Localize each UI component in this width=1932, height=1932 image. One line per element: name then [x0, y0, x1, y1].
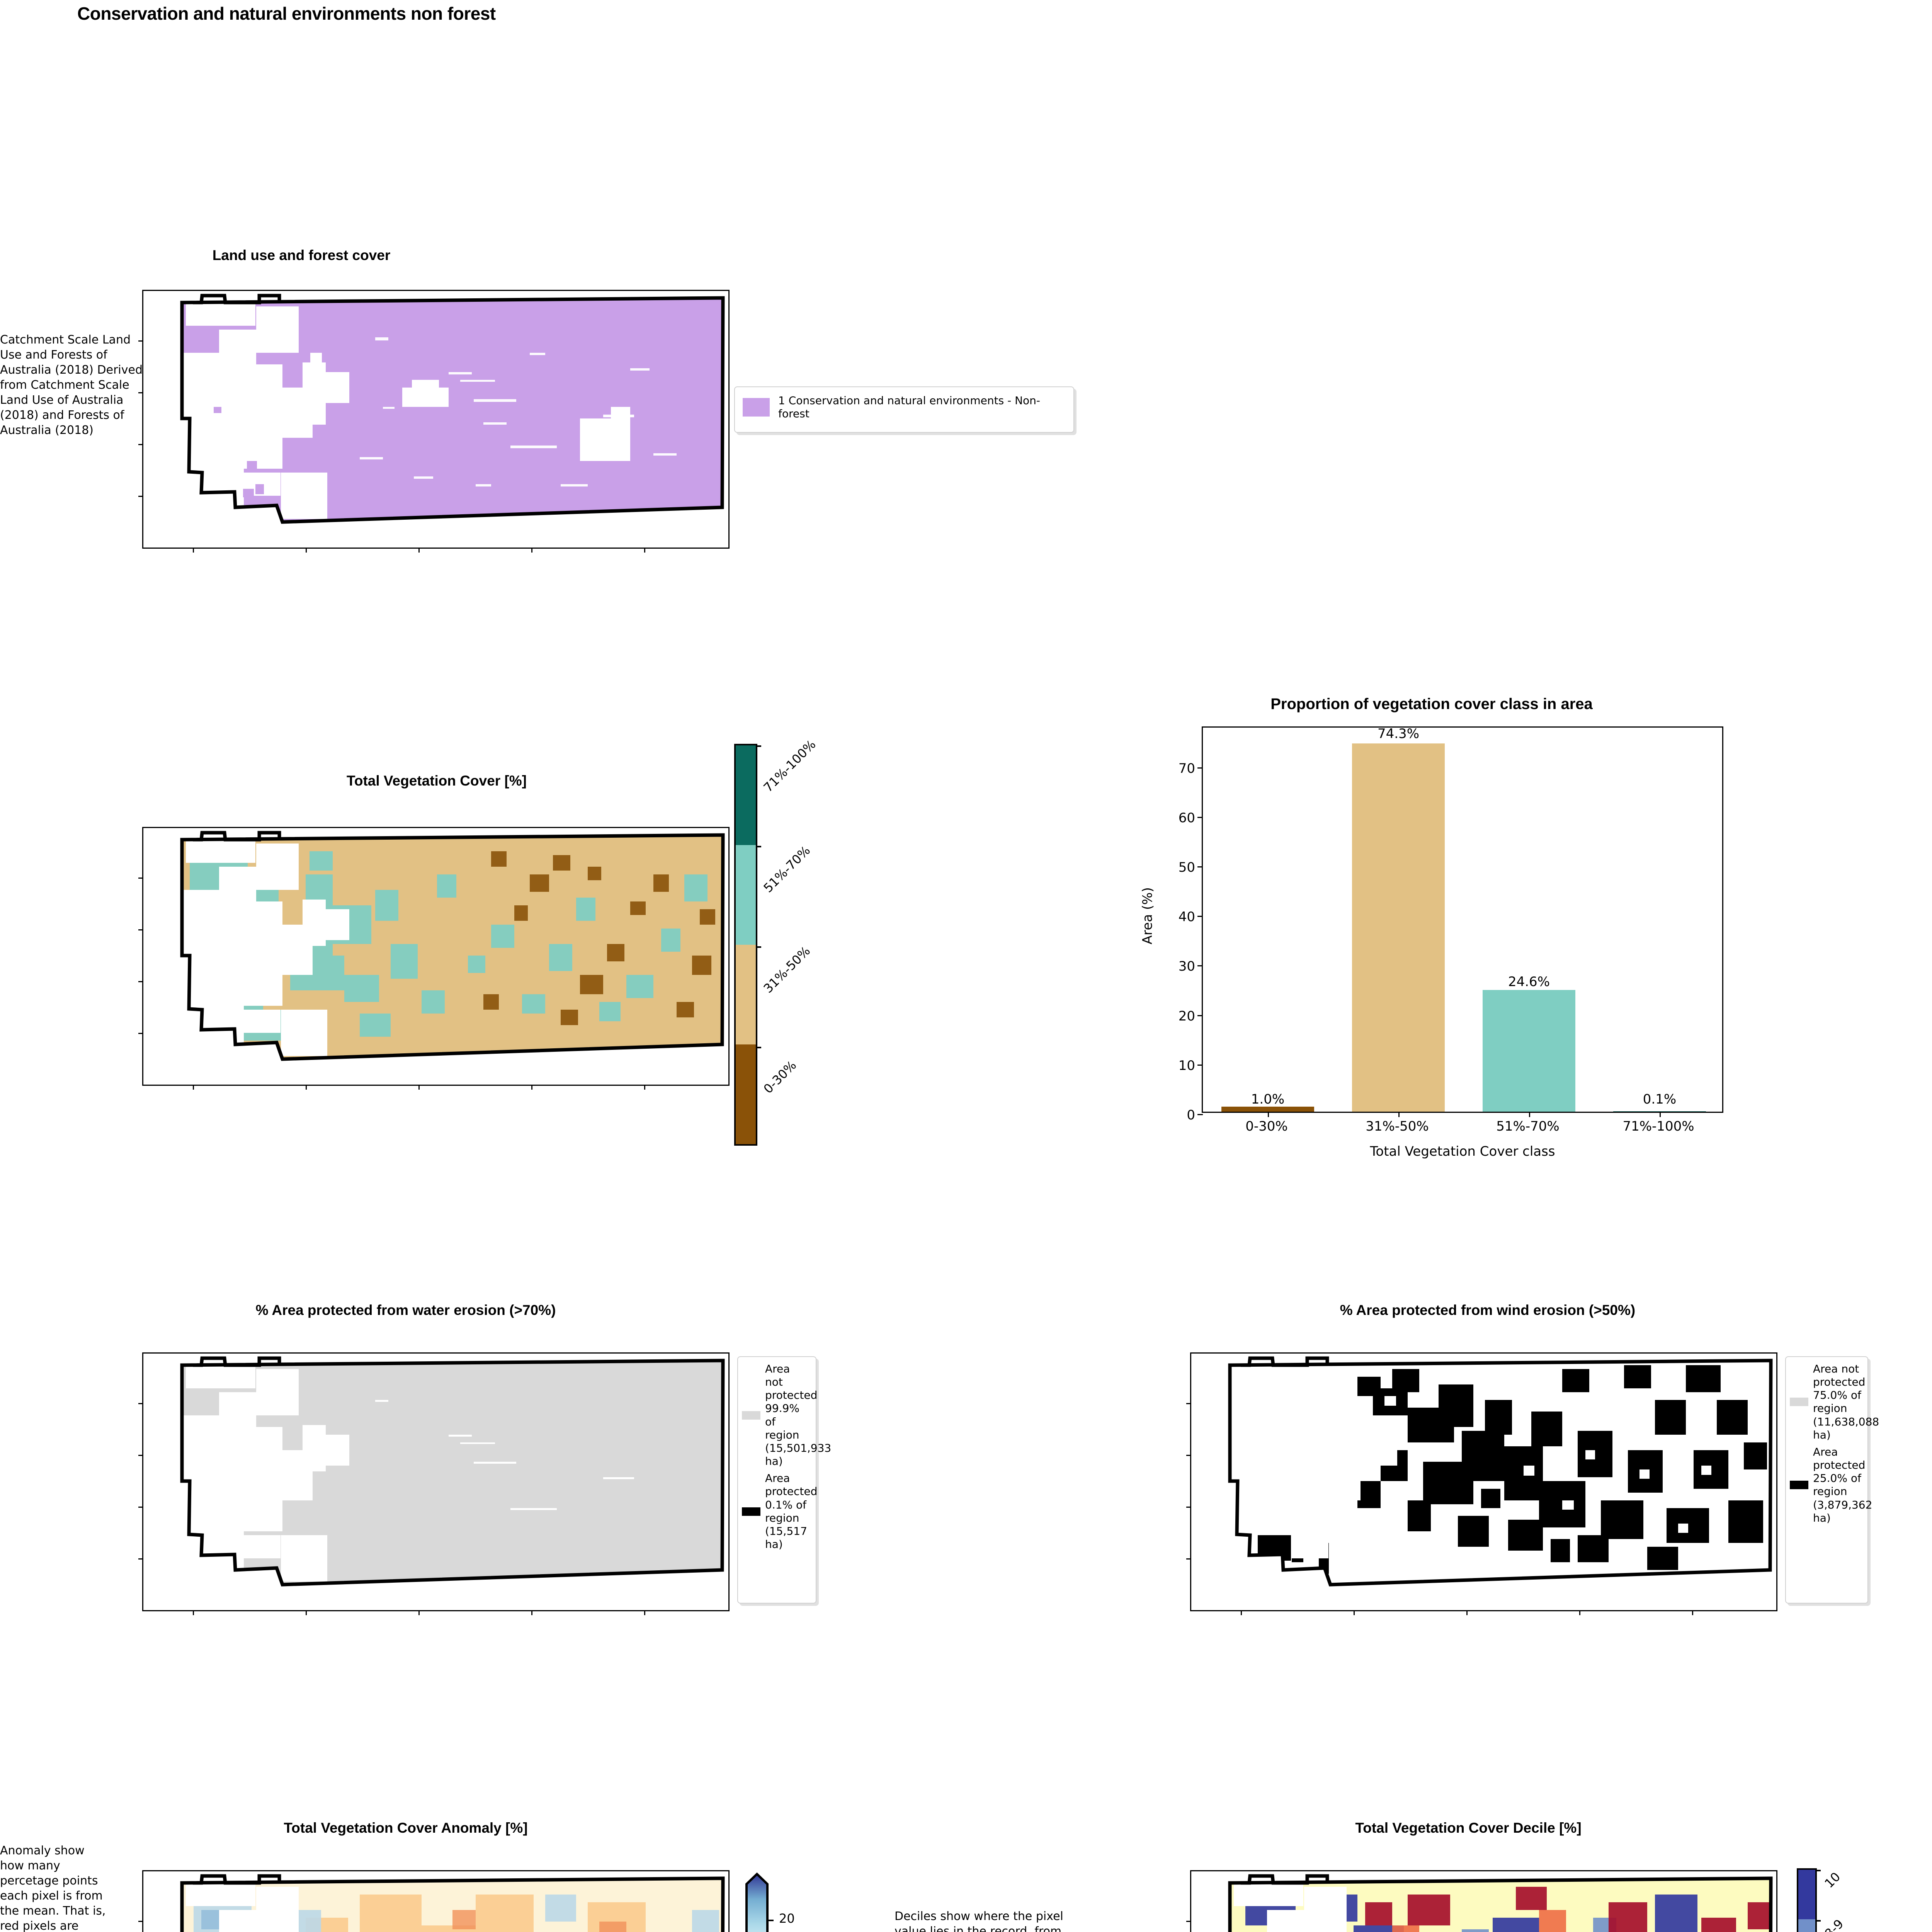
anomaly-note: Anomaly show how many percetage points e…: [0, 1844, 106, 1932]
legend-swatch-not-protected: [742, 1411, 760, 1420]
bar-value-label-0: 1.0%: [1251, 1092, 1285, 1107]
anomaly-panel-title: Total Vegetation Cover Anomaly [%]: [284, 1820, 528, 1836]
bar-chart-plot-area: 0 10 20 30 40 50 60 70 1.0% 74.3% 24.6% …: [1179, 726, 1723, 1123]
page-title: Conservation and natural environments no…: [77, 3, 496, 24]
legend-swatch-not-protected: [1790, 1398, 1808, 1406]
vegcover-map-axes: [138, 827, 730, 1090]
decile-colorbar-bar: [1797, 1868, 1821, 1932]
vegcover-panel-title: Total Vegetation Cover [%]: [347, 773, 527, 789]
colorbar-segment-10: [1798, 1870, 1815, 1920]
legend-item-not-protected: Area not protected 99.9% of region (15,5…: [742, 1362, 832, 1468]
legend-label-protected: Area protected 0.1% of region (15,517 ha…: [765, 1472, 818, 1551]
bar-71-100: [1613, 1111, 1706, 1112]
legend-item-not-protected: Area not protected 75.0% of region (11,6…: [1790, 1362, 1879, 1442]
colorbar-label-0-30: 0-30%: [760, 1058, 799, 1097]
wind-erosion-map-axes: [1186, 1352, 1777, 1615]
vegcover-colorbar-bar: [734, 744, 761, 1146]
anomaly-colorbar-tick-20: 20: [779, 1911, 795, 1926]
wind-erosion-legend: Area not protected 75.0% of region (11,6…: [1785, 1356, 1879, 1604]
legend-item: 1 Conservation and natural environments …: [743, 394, 1066, 420]
colorbar-segment-71-100: [736, 745, 756, 845]
landuse-polygon: [180, 294, 725, 524]
wind-erosion-panel-title: % Area protected from wind erosion (>50%…: [1340, 1302, 1636, 1318]
landuse-legend: 1 Conservation and natural environments …: [734, 386, 1074, 433]
anomaly-map-raster: [143, 1871, 728, 1932]
legend-swatch-protected: [1790, 1481, 1808, 1490]
anomaly-colorbar-bar: [745, 1872, 769, 1932]
colorbar-segment-31-50: [736, 945, 756, 1044]
bar-chart-xlabel: Total Vegetation Cover class: [1370, 1144, 1555, 1159]
bar-xtick-2: 51%-70%: [1496, 1119, 1560, 1134]
colorbar-label-51-70: 51%-70%: [760, 843, 813, 896]
bar-value-label-1: 74.3%: [1377, 726, 1419, 742]
decile-map-raster: [1191, 1871, 1776, 1932]
water-erosion-legend: Area not protected 99.9% of region (15,5…: [737, 1356, 832, 1604]
colorbar-segment-0-30: [736, 1044, 756, 1144]
legend-swatch-protected: [742, 1507, 760, 1516]
bar-xtick-3: 71%-100%: [1622, 1119, 1694, 1134]
vegcover-map-raster: [143, 828, 728, 1085]
vegcover-colorbar: 71%-100% 51%-70% 31%-50% 0-30%: [734, 737, 819, 1146]
bar-51-70: [1483, 990, 1575, 1112]
water-erosion-map-raster: [143, 1354, 728, 1610]
decile-colorbar-label-10: 10: [1821, 1869, 1844, 1891]
wind-erosion-map-raster: [1191, 1354, 1776, 1610]
bar-0-30: [1221, 1107, 1314, 1112]
legend-label: 1 Conservation and natural environments …: [778, 394, 1041, 420]
bar-xtick-1: 31%-50%: [1366, 1119, 1429, 1134]
legend-item-protected: Area protected 25.0% of region (3,879,36…: [1790, 1445, 1872, 1525]
bar-chart-title: Proportion of vegetation cover class in …: [1270, 696, 1593, 713]
colorbar-segment-51-70: [736, 845, 756, 945]
anomaly-map-axes: [138, 1870, 730, 1932]
legend-item-protected: Area protected 0.1% of region (15,517 ha…: [742, 1472, 818, 1551]
water-erosion-panel-title: % Area protected from water erosion (>70…: [255, 1302, 556, 1318]
decile-map-axes: [1186, 1870, 1777, 1932]
landuse-map-raster: [143, 291, 728, 548]
legend-label-protected: Area protected 25.0% of region (3,879,36…: [1813, 1445, 1872, 1524]
bar-value-label-2: 24.6%: [1508, 974, 1550, 990]
colorbar-segment-8-9: [1798, 1919, 1815, 1932]
legend-label-not-protected: Area not protected 99.9% of region (15,5…: [765, 1362, 832, 1468]
bar-31-50: [1352, 743, 1445, 1112]
bar-chart-ylabel: Area (%): [1140, 887, 1155, 944]
landuse-panel-title: Land use and forest cover: [212, 247, 391, 263]
bar-value-label-3: 0.1%: [1643, 1092, 1677, 1107]
vegcover-bar-chart: Proportion of vegetation cover class in …: [1113, 692, 1750, 1194]
bar-xtick-0: 0-30%: [1245, 1119, 1288, 1134]
water-erosion-map-axes: [138, 1352, 730, 1615]
landuse-source-note: Catchment Scale Land Use and Forests of …: [0, 333, 143, 437]
landuse-map-axes: [138, 290, 730, 553]
colorbar-label-71-100: 71%-100%: [760, 737, 819, 795]
decile-panel-title: Total Vegetation Cover Decile [%]: [1355, 1820, 1582, 1836]
colorbar-label-31-50: 31%-50%: [760, 943, 813, 996]
decile-colorbar: 10 8-9 4-7 2-3 1: [1797, 1868, 1846, 1932]
legend-label-not-protected: Area not protected 75.0% of region (11,6…: [1813, 1362, 1879, 1441]
decile-colorbar-label-8-9: 8-9: [1821, 1916, 1847, 1932]
anomaly-colorbar: 20 10 0 −10 −20: [745, 1872, 795, 1932]
legend-swatch-conservation: [743, 398, 770, 417]
decile-note: Deciles show where the pixel value lies …: [895, 1910, 1063, 1932]
